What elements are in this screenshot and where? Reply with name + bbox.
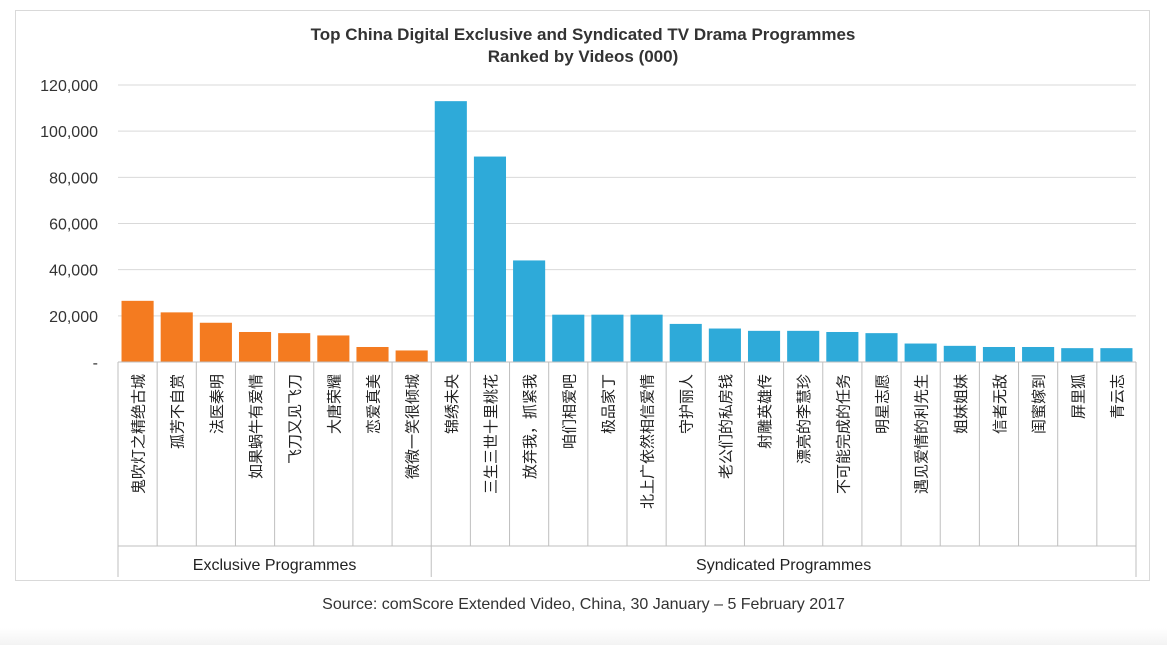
- bar: [904, 343, 937, 362]
- category-label: 闺蜜嫁到: [1030, 374, 1048, 434]
- chart-title: Top China Digital Exclusive and Syndicat…: [311, 25, 856, 44]
- category-label: 飞刀又见飞刀: [286, 374, 304, 464]
- bar: [787, 330, 820, 362]
- bar: [395, 350, 428, 362]
- category-label: 老公们的私房钱: [717, 374, 735, 479]
- group-label: Exclusive Programmes: [193, 557, 357, 574]
- category-labels: 鬼吹灯之精绝古城 孤芳不自赏 法医秦明 如果蜗牛有爱情 飞刀又见飞刀 大唐荣耀 恋爱真美 微微…: [130, 374, 1127, 509]
- category-label: 不可能完成的任务: [834, 374, 852, 494]
- category-label: 北上广依然相信爱情: [639, 374, 657, 509]
- bar: [982, 346, 1016, 362]
- bottom-band: [0, 628, 1167, 645]
- y-tick-label: 100,000: [40, 124, 98, 141]
- bar: [747, 330, 781, 362]
- bar: [278, 333, 311, 362]
- x-axis: [117, 361, 1137, 577]
- bar: [826, 331, 859, 362]
- source-note: Source: comScore Extended Video, China, …: [322, 596, 845, 613]
- bar: [199, 322, 232, 362]
- category-label: 姐妹姐妹: [952, 374, 970, 434]
- chart-frame: [15, 10, 1150, 581]
- category-label: 锦绣未央: [443, 374, 461, 434]
- bar: [160, 312, 193, 362]
- bar: [238, 331, 272, 362]
- bar: [1100, 348, 1133, 362]
- chart-subtitle: Ranked by Videos (000): [488, 47, 679, 66]
- category-label: 放弃我，抓紧我: [521, 374, 539, 479]
- y-tick-label: 120,000: [40, 78, 98, 95]
- category-label: 如果蜗牛有爱情: [247, 374, 265, 479]
- y-tick-label: 20,000: [49, 309, 98, 326]
- bar: [513, 260, 546, 362]
- group-labels: Exclusive Programmes Syndicated Programme…: [193, 557, 871, 574]
- category-label: 守护丽人: [678, 374, 696, 434]
- category-label: 漂亮的李慧珍: [795, 374, 813, 464]
- bar-chart: Top China Digital Exclusive and Syndicat…: [40, 25, 1137, 577]
- y-tick-label: 40,000: [49, 263, 98, 280]
- bar: [943, 345, 976, 362]
- bar: [356, 346, 389, 362]
- category-label: 遇见爱情的利先生: [913, 374, 931, 494]
- bar: [630, 314, 663, 362]
- category-label: 极品家丁: [599, 374, 617, 434]
- bar: [1061, 348, 1094, 362]
- category-label: 法医秦明: [208, 374, 226, 434]
- category-label: 信者无敌: [991, 374, 1009, 434]
- category-label: 孤芳不自赏: [169, 374, 187, 449]
- bar: [669, 323, 702, 362]
- y-tick-label: 80,000: [49, 170, 98, 187]
- category-label: 鬼吹灯之精绝古城: [130, 374, 148, 494]
- y-tick-label: 60,000: [49, 217, 98, 234]
- bar: [708, 328, 741, 362]
- bar: [121, 300, 154, 362]
- category-label: 屏里狐: [1069, 374, 1087, 419]
- bar: [552, 314, 585, 362]
- category-label: 明星志愿: [874, 374, 892, 434]
- bar: [1022, 346, 1055, 362]
- y-tick-label: -: [93, 355, 98, 372]
- bar: [317, 335, 350, 362]
- bar: [865, 333, 898, 362]
- category-label: 恋爱真美: [365, 374, 383, 434]
- bars: [121, 101, 1133, 363]
- category-label: 大唐荣耀: [325, 374, 343, 434]
- group-label: Syndicated Programmes: [696, 557, 871, 574]
- bar: [473, 156, 507, 362]
- category-label: 三生三世十里桃花: [482, 374, 500, 494]
- gridlines: [118, 84, 1136, 317]
- category-label: 咱们相爱吧: [560, 374, 578, 449]
- bar: [434, 101, 467, 363]
- category-label: 青云志: [1108, 374, 1126, 419]
- y-axis-ticks: - 20,000 40,000 60,000 80,000 100,000 120,000: [40, 78, 98, 372]
- category-label: 微微一笑很倾城: [404, 374, 422, 479]
- bar: [591, 314, 624, 362]
- category-label: 射雕英雄传: [756, 374, 774, 449]
